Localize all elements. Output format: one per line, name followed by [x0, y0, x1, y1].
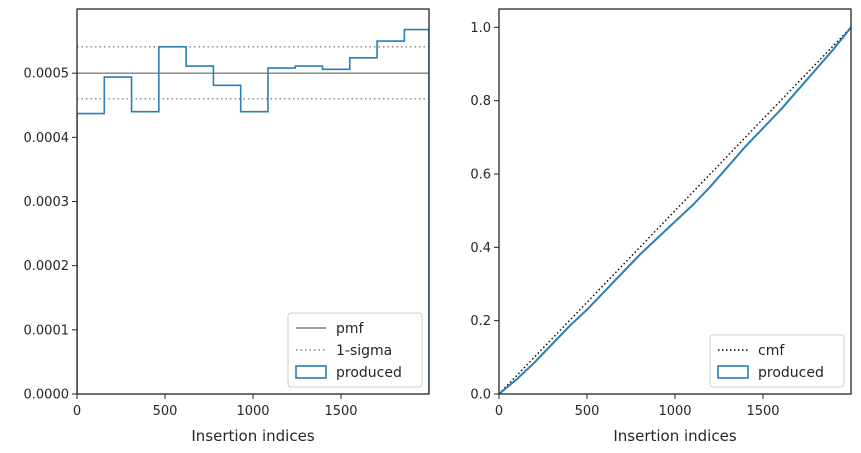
y-tick-label: 0.0005: [24, 67, 70, 82]
produced-histogram: [77, 28, 429, 394]
x-tick-label: 1000: [658, 404, 691, 419]
x-tick-label: 1000: [236, 404, 269, 419]
produced-cumulative-line: [499, 26, 851, 394]
legend-label: 1-sigma: [336, 343, 392, 359]
cmf-line: [499, 26, 851, 394]
y-tick-label: 0.0001: [24, 323, 70, 338]
legend-label: cmf: [758, 343, 785, 359]
cmf-panel: 0 500 1000 1500 0.0 0.2 0.4 0.6 0.8 1.0 Insertion …: [470, 8, 852, 445]
legend: pmf 1-sigma produced: [287, 312, 423, 388]
x-axis-label: Insertion indices: [613, 427, 736, 445]
x-tick-label: 500: [575, 404, 600, 419]
y-tick-label: 0.6: [470, 168, 491, 183]
x-tick-label: 0: [73, 404, 81, 419]
y-tick-label: 0.8: [470, 94, 491, 109]
y-tick-label: 0.2: [470, 314, 491, 329]
y-tick-label: 0.0003: [24, 195, 70, 210]
legend-label: produced: [758, 365, 824, 381]
y-tick-label: 0.0002: [24, 259, 70, 274]
legend-label: pmf: [336, 321, 365, 337]
pmf-panel: 0 500 1000 1500 0.0000 0.0001 0.0002 0.0003 0.00…: [24, 8, 430, 445]
axes-frame: [76, 8, 430, 395]
legend: cmf produced: [709, 334, 845, 388]
y-tick-label: 0.0: [470, 388, 491, 403]
axes-frame: [498, 8, 852, 395]
x-tick-label: 0: [495, 404, 503, 419]
legend-label: produced: [336, 365, 402, 381]
x-tick-label: 1500: [324, 404, 357, 419]
x-tick-label: 500: [153, 404, 178, 419]
plot-area: [499, 26, 851, 394]
legend-box: [709, 334, 845, 388]
legend-box: [287, 312, 423, 388]
y-tick-label: 0.4: [470, 241, 491, 256]
plot-area: [77, 28, 429, 394]
x-tick-label: 1500: [746, 404, 779, 419]
y-tick-label: 0.0000: [24, 388, 70, 403]
legend-handle-produced: [295, 365, 327, 379]
legend-handle-produced: [717, 365, 749, 379]
x-axis-label: Insertion indices: [191, 427, 314, 445]
y-tick-label: 1.0: [470, 21, 491, 36]
y-tick-label: 0.0004: [24, 131, 70, 146]
